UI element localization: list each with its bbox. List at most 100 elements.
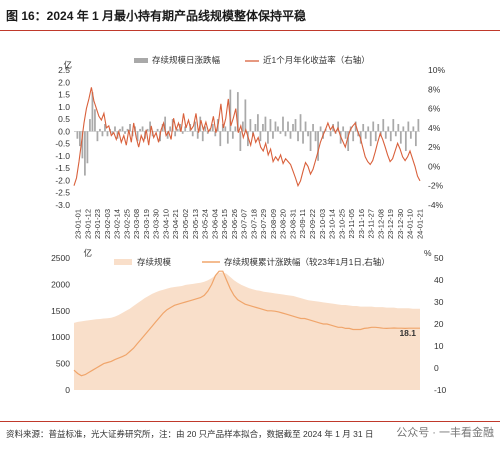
c1-right-tick-label: -4% xyxy=(428,200,444,210)
c1-bar xyxy=(367,126,370,132)
c1-bar xyxy=(224,126,227,132)
figure-title-bar: 图 16：2024 年 1 月最小持有期产品线规模整体保持平稳 xyxy=(0,0,500,31)
c1-bar xyxy=(239,131,242,151)
c1-bar xyxy=(209,128,212,132)
c1-right-tick-label: 2% xyxy=(428,142,441,152)
c1-bar xyxy=(392,119,395,132)
c1-bar xyxy=(412,126,415,132)
c2-right-tick-label: 30 xyxy=(434,297,444,307)
c1-bar xyxy=(364,131,367,139)
c2-left-unit: 亿 xyxy=(83,248,92,258)
c1-x-tick-label: 23-11-05 xyxy=(347,209,356,238)
c1-bar xyxy=(417,119,420,132)
c1-bar xyxy=(181,131,184,134)
c1-x-tick-label: 23-08-09 xyxy=(269,209,278,239)
c1-bar xyxy=(176,128,179,132)
c1-bar xyxy=(409,131,412,139)
c1-bar xyxy=(279,131,282,134)
c1-bar xyxy=(156,128,159,132)
c1-bar xyxy=(377,124,380,132)
c1-bar xyxy=(292,124,294,132)
c2-left-tick-label: 1500 xyxy=(51,306,70,316)
c1-bar xyxy=(404,131,407,151)
c1-legend-line-label: 近1个月年化收益率（右轴） xyxy=(263,55,370,65)
c1-bar xyxy=(96,131,99,142)
c1-x-tick-label: 23-03-30 xyxy=(152,209,161,239)
c1-bar xyxy=(407,121,410,132)
c1-bar xyxy=(307,131,309,137)
c2-left-tick-label: 2000 xyxy=(51,279,70,289)
c1-bar xyxy=(164,116,167,132)
c1-right-tick-label: 6% xyxy=(428,104,441,114)
c1-bar xyxy=(241,121,244,132)
c1-bar xyxy=(211,124,214,132)
c1-x-tick-label: 23-01-12 xyxy=(83,209,92,239)
c1-bar xyxy=(231,131,234,139)
c1-bar xyxy=(282,116,284,132)
c1-bar xyxy=(254,124,257,132)
c1-x-tick-label: 23-09-22 xyxy=(308,209,317,239)
c1-x-tick-label: 23-08-31 xyxy=(288,209,297,239)
c1-bar xyxy=(106,131,109,137)
c1-bar xyxy=(244,99,247,132)
c1-x-tick-label: 24-01-21 xyxy=(416,209,425,239)
c1-bar xyxy=(121,126,124,132)
c1-bar xyxy=(136,131,139,142)
c1-bar xyxy=(194,121,197,132)
c1-bar xyxy=(354,121,357,132)
source-note: 资料来源：普益标准，光大证券研究所，注：由 20 只产品样本拟合，数据截至 20… xyxy=(6,429,374,439)
c1-x-tick-label: 23-12-19 xyxy=(386,209,395,239)
c1-bar xyxy=(382,119,385,132)
c1-bar xyxy=(262,124,264,132)
c1-bar xyxy=(249,119,252,132)
c1-bar xyxy=(259,131,262,142)
c2-right-tick-label: 50 xyxy=(434,253,444,263)
c1-bar xyxy=(221,124,224,132)
c1-bar xyxy=(329,131,332,137)
c2-left-tick-label: 2500 xyxy=(51,253,70,263)
c1-bar xyxy=(91,92,94,132)
c2-left-tick-label: 0 xyxy=(65,385,70,395)
c1-bar xyxy=(314,131,317,142)
c1-bar xyxy=(99,128,101,132)
c1-x-tick-label: 23-10-03 xyxy=(318,209,327,239)
c1-bar xyxy=(247,131,249,147)
c1-x-tick-label: 23-10-14 xyxy=(328,209,337,239)
c1-x-tick-label: 23-03-19 xyxy=(142,209,151,239)
c1-bar xyxy=(269,119,272,132)
c1-x-tick-label: 23-12-30 xyxy=(396,209,405,239)
c1-bar xyxy=(84,131,86,176)
c2-right-tick-label: 40 xyxy=(434,275,444,285)
c1-x-tick-label: 23-04-10 xyxy=(161,209,170,239)
c1-bar xyxy=(372,121,375,132)
c1-left-tick-label: 1.5 xyxy=(58,90,70,100)
c1-bar xyxy=(226,131,229,144)
c1-bar xyxy=(146,128,149,132)
c1-bar xyxy=(184,126,187,132)
c2-cumulative-line xyxy=(73,270,420,377)
c1-bar xyxy=(81,131,84,159)
c1-bar xyxy=(139,128,141,132)
c1-bar xyxy=(294,119,297,132)
c1-right-tick-label: -2% xyxy=(428,181,444,191)
c2-right-tick-label: 10 xyxy=(434,341,444,351)
c1-left-tick-label: -1.0 xyxy=(55,151,70,161)
c1-bar xyxy=(319,126,322,132)
c1-x-tick-label: 23-05-24 xyxy=(201,209,210,239)
c1-x-tick-label: 23-04-21 xyxy=(171,209,180,239)
c2-legend-area-swatch xyxy=(114,259,132,265)
c1-bar xyxy=(277,126,279,132)
c1-bar xyxy=(201,131,204,142)
charts-canvas: 2.5 2.0 1.5 1.0 0.5 0.0 -0.5 -1.0 -1.5 -2.0 -2.5 -3… xyxy=(51,55,446,395)
c1-x-tick-label: 23-05-13 xyxy=(191,209,200,239)
c1-bar xyxy=(257,114,259,132)
c1-left-tick-label: -0.5 xyxy=(55,139,70,149)
c1-bar xyxy=(86,131,89,164)
c1-bar xyxy=(149,121,151,132)
c1-bar xyxy=(129,124,131,132)
c1-left-tick-label: 1.0 xyxy=(58,102,70,112)
c1-bar xyxy=(369,131,372,147)
c1-x-tick-label: 23-10-25 xyxy=(337,209,346,239)
c1-bar xyxy=(304,121,307,132)
c1-bar xyxy=(299,114,302,132)
